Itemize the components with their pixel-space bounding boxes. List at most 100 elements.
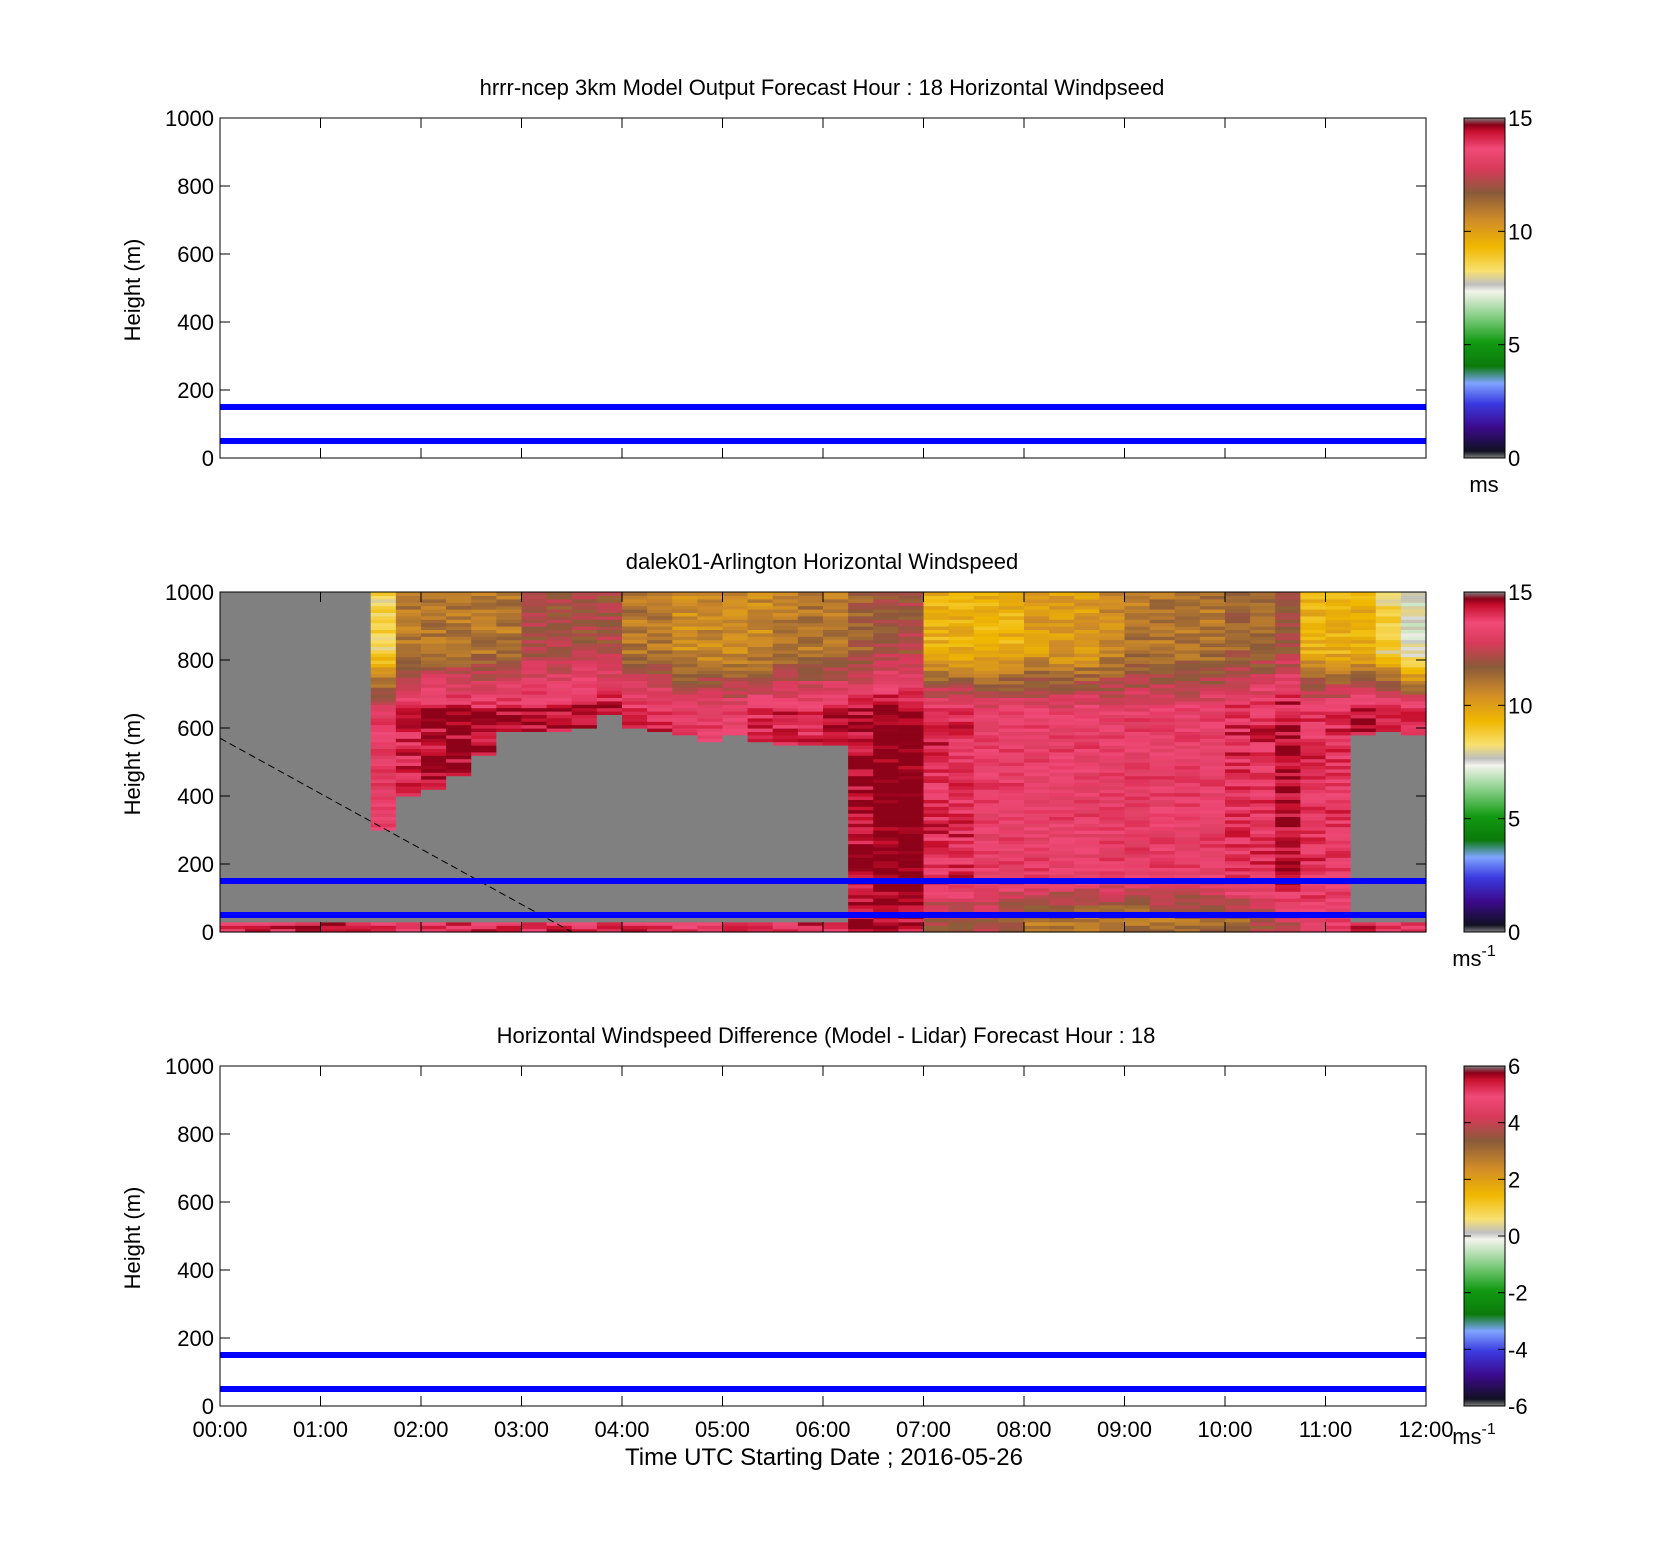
heatmap-cell [395,615,422,620]
heatmap-cell [1325,785,1352,790]
heatmap-cell [898,673,925,678]
heatmap-cell [571,609,598,613]
heatmap-cell [1300,728,1327,732]
heatmap-cell [1300,785,1327,790]
heatmap-cell [421,755,447,760]
heatmap-cell [647,830,673,834]
heatmap-cell [647,626,673,630]
heatmap-cell [697,887,724,892]
heatmap-cell [521,836,548,841]
heatmap-cell [521,660,548,664]
heatmap-cell [1174,622,1201,627]
heatmap-cell [571,802,598,807]
heatmap-cell [923,908,950,913]
heatmap-cell [1049,847,1075,851]
heatmap-cell [270,683,296,688]
heatmap-cell [571,847,598,851]
heatmap-cell [948,666,975,671]
heatmap-cell [1049,680,1075,685]
heatmap-cell [471,755,497,760]
heatmap-cell [571,901,598,906]
heatmap-cell [873,758,899,763]
heatmap-cell [370,785,397,790]
heatmap-cell [521,782,548,787]
heatmap-cell [1099,894,1126,899]
heatmap-cell [898,819,925,824]
heatmap-cell [797,626,824,630]
heatmap-cell [873,673,899,678]
heatmap-cell [948,884,975,889]
heatmap-cell [1074,789,1100,794]
heatmap-cell [772,765,799,770]
heatmap-cell [1024,874,1050,879]
heatmap-cell [948,656,975,661]
heatmap-cell [823,748,849,753]
heatmap-cell [1174,738,1201,743]
heatmap-cell [948,813,975,817]
heatmap-cell [295,731,322,736]
heatmap-cell [1375,782,1402,787]
heatmap-cell [647,823,673,828]
heatmap-cell [1375,646,1402,651]
heatmap-cell [1400,649,1427,654]
heatmap-cell [948,857,975,862]
heatmap-cell [1350,894,1377,899]
heatmap-cell [596,602,623,607]
heatmap-cell [1325,823,1352,828]
heatmap-cell [1049,840,1075,845]
heatmap-cell [1400,918,1427,923]
heatmap-cell [772,836,799,841]
heatmap-cell [823,711,849,715]
heatmap-cell [571,836,598,841]
heatmap-cell [1300,775,1327,780]
heatmap-cell [923,649,950,654]
heatmap-cell [1024,636,1050,641]
heatmap-cell [421,660,447,664]
heatmap-cell [697,663,724,668]
heatmap-cell [245,867,271,872]
heatmap-cell [622,823,648,828]
heatmap-cell [1225,598,1251,603]
heatmap-cell [848,707,874,712]
heatmap-cell [1225,707,1251,712]
heatmap-cell [948,816,975,821]
heatmap-cell [1099,816,1126,821]
heatmap-cell [923,598,950,603]
heatmap-cell [697,745,724,749]
y-tick-label: 400 [177,784,214,809]
x-tick-label: 05:00 [695,1417,750,1442]
panel-difference-ylabel: Height (m) [120,1187,145,1290]
heatmap-cell [295,840,322,845]
heatmap-cell [697,653,724,658]
heatmap-cell [747,904,774,909]
heatmap-cell [270,592,296,596]
heatmap-cell [421,768,447,773]
heatmap-cell [245,833,271,838]
heatmap-cell [722,785,749,790]
heatmap-cell [823,796,849,800]
heatmap-cell [370,925,397,930]
heatmap-cell [546,884,573,889]
heatmap-cell [647,925,673,930]
heatmap-cell [446,782,472,787]
heatmap-cell [596,694,623,698]
heatmap-cell [1275,690,1301,695]
heatmap-cell [320,666,347,671]
heatmap-cell [1275,615,1301,620]
heatmap-cell [471,864,497,868]
heatmap-cell [1350,683,1377,688]
heatmap-cell [948,762,975,766]
heatmap-cell [1325,643,1352,647]
heatmap-cell [220,646,246,651]
heatmap-cell [848,751,874,756]
heatmap-cell [546,840,573,845]
heatmap-cell [848,867,874,872]
heatmap-cell [898,806,925,811]
heatmap-cell [1099,602,1126,607]
heatmap-cell [1099,751,1126,756]
heatmap-cell [1124,663,1151,668]
heatmap-cell [421,806,447,811]
heatmap-cell [1049,755,1075,760]
heatmap-cell [998,636,1025,641]
heatmap-cell [1250,619,1276,624]
